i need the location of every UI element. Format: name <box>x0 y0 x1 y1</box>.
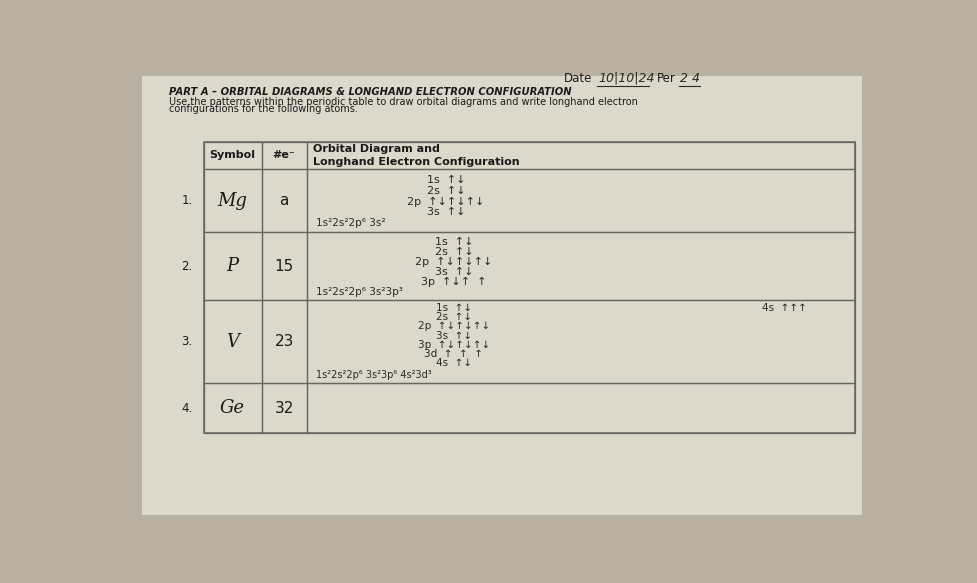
Text: 2p  ↑↓↑↓↑↓: 2p ↑↓↑↓↑↓ <box>415 257 492 266</box>
Bar <box>203 142 262 169</box>
Bar <box>307 300 855 384</box>
Text: a: a <box>279 194 289 208</box>
Bar <box>203 142 855 433</box>
Text: 4s  ↑↓: 4s ↑↓ <box>436 359 472 368</box>
Bar <box>262 142 307 169</box>
Text: Mg: Mg <box>218 192 247 210</box>
Text: 2.: 2. <box>182 260 192 273</box>
Text: Date: Date <box>564 72 592 85</box>
Text: 23: 23 <box>275 334 294 349</box>
Bar <box>262 384 307 433</box>
Text: 32: 32 <box>275 401 294 416</box>
Text: 3d  ↑  ↑  ↑: 3d ↑ ↑ ↑ <box>424 349 484 359</box>
Bar <box>307 142 855 169</box>
Bar <box>262 169 307 233</box>
Text: 2s  ↑↓: 2s ↑↓ <box>436 312 472 322</box>
Text: V: V <box>226 333 239 351</box>
Bar <box>203 233 262 300</box>
Text: 1s  ↑↓: 1s ↑↓ <box>427 175 465 185</box>
Text: 2 4: 2 4 <box>680 72 701 85</box>
Bar <box>203 169 262 233</box>
Text: 1s  ↑↓: 1s ↑↓ <box>436 303 472 313</box>
Bar <box>262 233 307 300</box>
Text: 10|10|24: 10|10|24 <box>599 72 656 85</box>
Text: 4s  ↑↑↑: 4s ↑↑↑ <box>762 303 807 313</box>
Text: 1s²2s²2p⁶ 3s²3p⁶ 4s²3d³: 1s²2s²2p⁶ 3s²3p⁶ 4s²3d³ <box>316 370 432 380</box>
Text: 1s²2s²2p⁶ 3s²3p³: 1s²2s²2p⁶ 3s²3p³ <box>316 287 403 297</box>
Text: configurations for the following atoms.: configurations for the following atoms. <box>169 104 358 114</box>
Text: 3.: 3. <box>182 335 192 348</box>
Text: Per: Per <box>657 72 676 85</box>
Bar <box>307 233 855 300</box>
Text: Ge: Ge <box>220 399 245 417</box>
Bar <box>203 384 262 433</box>
Text: 2s  ↑↓: 2s ↑↓ <box>427 186 465 196</box>
Text: 2p  ↑↓↑↓↑↓: 2p ↑↓↑↓↑↓ <box>418 321 489 331</box>
Text: 1s  ↑↓: 1s ↑↓ <box>435 237 473 247</box>
Text: Use the patterns within the periodic table to draw orbital diagrams and write lo: Use the patterns within the periodic tab… <box>169 97 638 107</box>
Bar <box>203 300 262 384</box>
Text: 2p  ↑↓↑↓↑↓: 2p ↑↓↑↓↑↓ <box>407 196 485 206</box>
Text: P: P <box>227 257 238 275</box>
Text: #e⁻: #e⁻ <box>273 150 295 160</box>
Text: 3s  ↑↓: 3s ↑↓ <box>427 208 465 217</box>
Text: PART A – ORBITAL DIAGRAMS & LONGHAND ELECTRON CONFIGURATION: PART A – ORBITAL DIAGRAMS & LONGHAND ELE… <box>169 87 572 97</box>
Text: 3s  ↑↓: 3s ↑↓ <box>436 331 472 340</box>
Polygon shape <box>142 76 863 515</box>
Text: 4.: 4. <box>182 402 192 415</box>
Bar <box>307 169 855 233</box>
Text: Symbol: Symbol <box>209 150 256 160</box>
Text: Longhand Electron Configuration: Longhand Electron Configuration <box>313 157 520 167</box>
Text: 3s  ↑↓: 3s ↑↓ <box>435 266 473 277</box>
Text: 3p  ↑↓↑↓↑↓: 3p ↑↓↑↓↑↓ <box>418 340 489 350</box>
Text: 2s  ↑↓: 2s ↑↓ <box>435 247 473 257</box>
Bar <box>262 300 307 384</box>
Bar <box>307 384 855 433</box>
Text: 15: 15 <box>275 259 294 274</box>
Text: 1.: 1. <box>182 194 192 208</box>
Text: Orbital Diagram and: Orbital Diagram and <box>313 144 440 154</box>
Text: 3p  ↑↓↑  ↑: 3p ↑↓↑ ↑ <box>421 277 487 287</box>
Text: 1s²2s²2p⁶ 3s²: 1s²2s²2p⁶ 3s² <box>316 218 385 228</box>
